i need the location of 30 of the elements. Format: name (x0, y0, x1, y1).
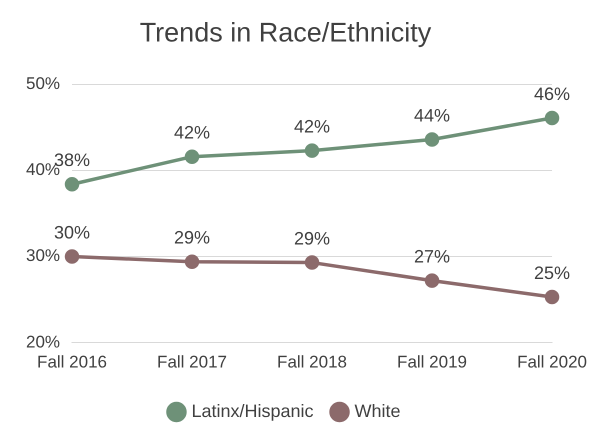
data-label: 27% (414, 246, 450, 267)
point (64, 176, 80, 192)
point (184, 149, 200, 164)
x-tick-label: Fall 2016 (37, 352, 107, 372)
data-label: 25% (534, 262, 570, 283)
point (184, 254, 200, 269)
point (424, 273, 440, 288)
legend-label: White (354, 400, 401, 421)
data-label: 42% (294, 116, 330, 137)
point (304, 143, 320, 158)
legend-label: Latinx/Hispanic (191, 400, 314, 421)
data-label: 46% (534, 84, 570, 104)
y-tick-label: 30% (26, 246, 60, 266)
x-tick-label: Fall 2019 (397, 352, 467, 372)
data-label: 29% (294, 228, 330, 249)
data-label: 30% (54, 222, 90, 242)
x-tick-label: Fall 2020 (517, 352, 587, 372)
data-label: 29% (174, 228, 210, 248)
x-tick-label: Fall 2018 (277, 352, 347, 372)
point (544, 290, 560, 304)
chart-title: Trends in Race/Ethnicity (140, 18, 432, 48)
y-tick-label: 20% (26, 332, 60, 352)
data-label: 42% (174, 122, 210, 143)
data-label: 44% (414, 105, 450, 126)
x-tick-label: Fall 2017 (157, 352, 227, 372)
point (424, 132, 440, 147)
point (544, 110, 560, 126)
point (64, 249, 80, 264)
y-tick-label: 50% (26, 74, 60, 94)
point (304, 255, 320, 270)
